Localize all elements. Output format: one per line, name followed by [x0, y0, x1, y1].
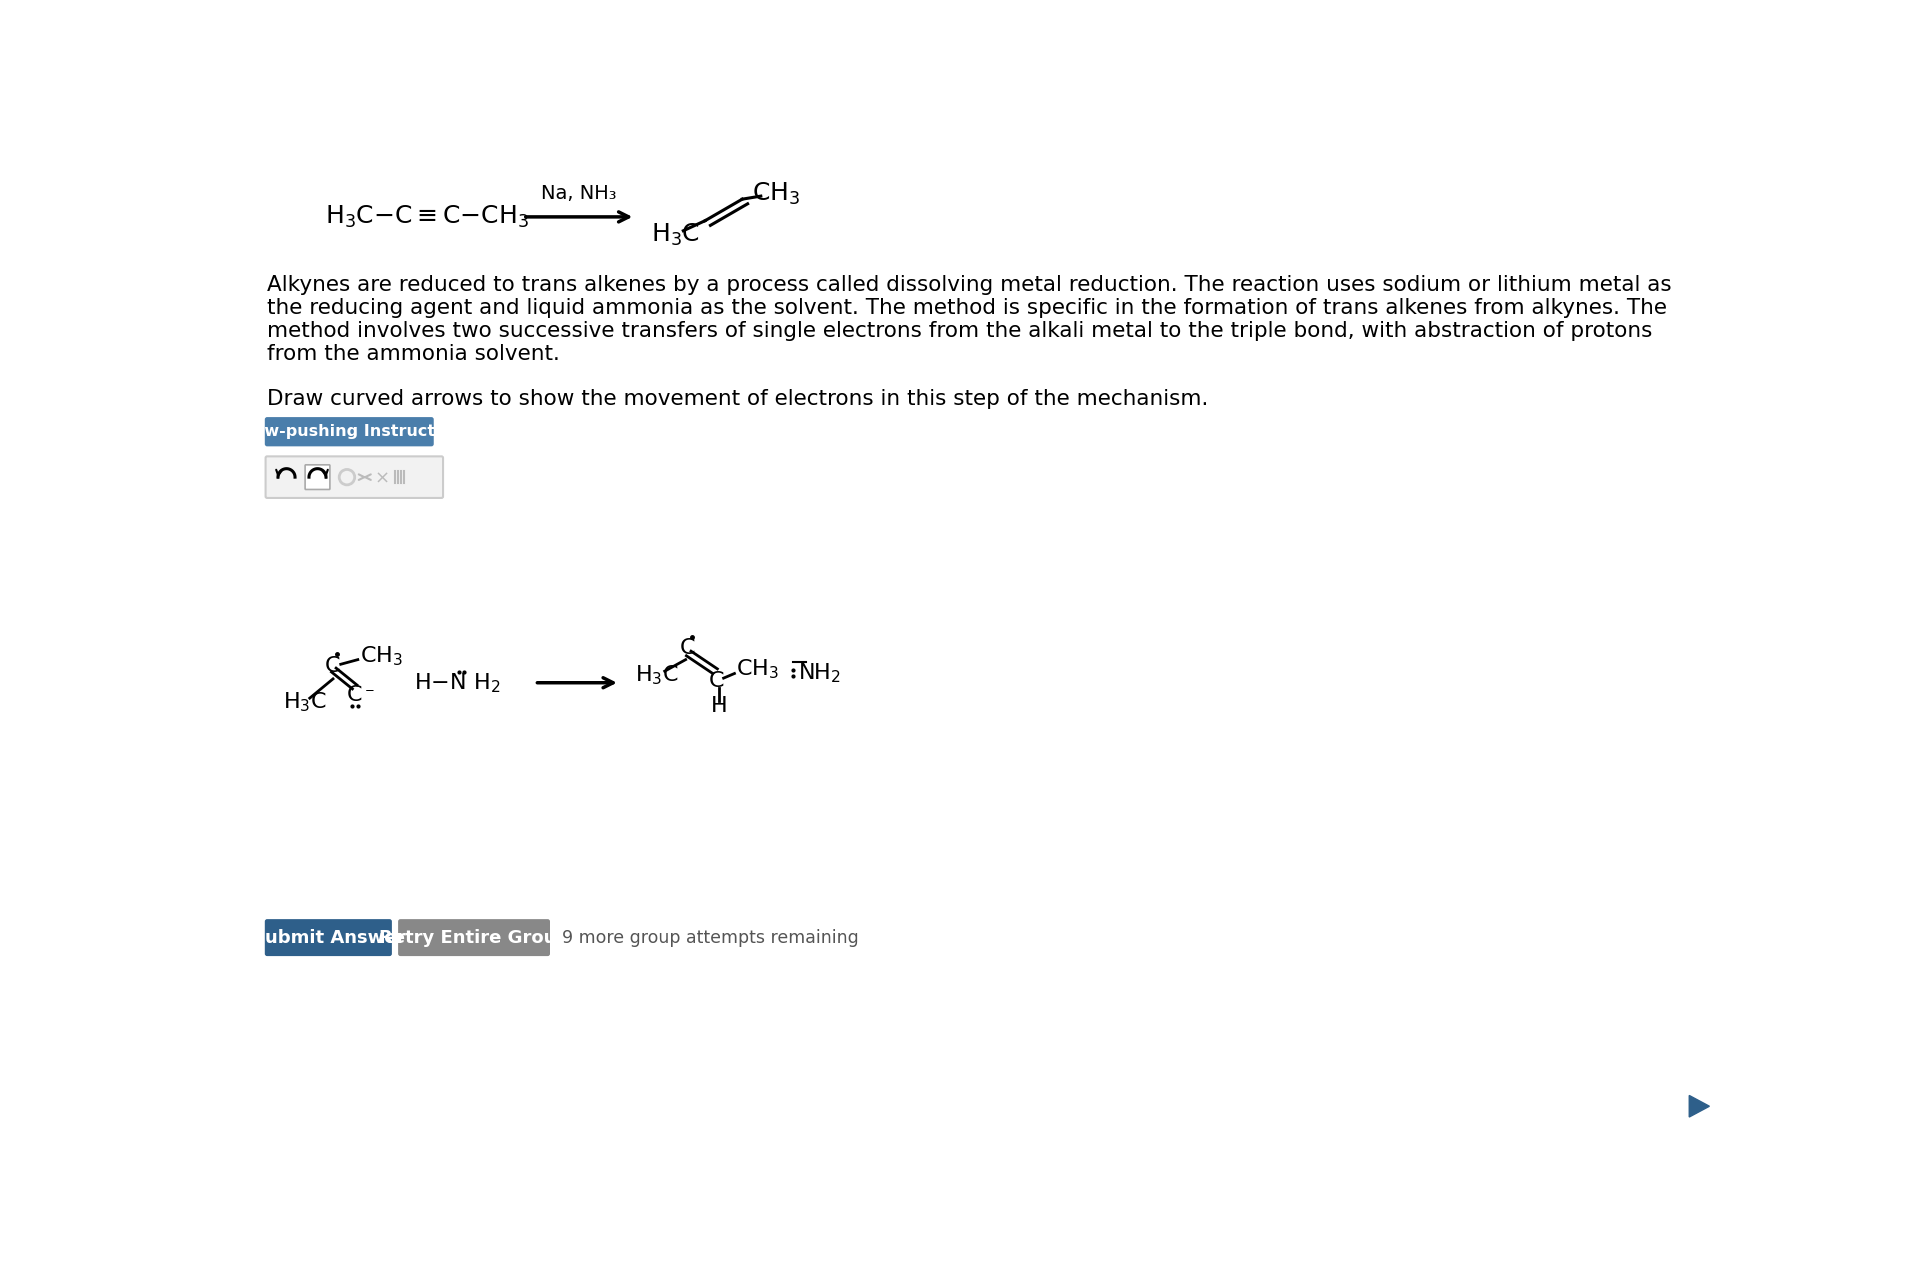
- Text: H$_3$C: H$_3$C: [282, 690, 326, 714]
- Text: method involves two successive transfers of single electrons from the alkali met: method involves two successive transfers…: [267, 321, 1653, 341]
- FancyBboxPatch shape: [397, 919, 549, 957]
- Text: Na, NH₃: Na, NH₃: [541, 184, 616, 203]
- FancyBboxPatch shape: [265, 457, 444, 498]
- Text: C: C: [348, 685, 363, 705]
- Text: CH$_3$: CH$_3$: [735, 658, 780, 681]
- Text: from the ammonia solvent.: from the ammonia solvent.: [267, 345, 561, 363]
- Text: the reducing agent and liquid ammonia as the solvent. The method is specific in : the reducing agent and liquid ammonia as…: [267, 298, 1667, 318]
- Text: H$_3$C$-$C$\equiv$C$-$CH$_3$: H$_3$C$-$C$\equiv$C$-$CH$_3$: [324, 203, 530, 230]
- Text: $\times$: $\times$: [374, 468, 388, 486]
- Text: H$_3$C: H$_3$C: [651, 222, 699, 247]
- Text: CH$_3$: CH$_3$: [751, 180, 801, 207]
- Text: Alkynes are reduced to trans alkenes by a process called dissolving metal reduct: Alkynes are reduced to trans alkenes by …: [267, 275, 1672, 294]
- FancyBboxPatch shape: [265, 416, 434, 447]
- Text: Arrow-pushing Instructions: Arrow-pushing Instructions: [225, 424, 472, 439]
- Text: NH$_2$: NH$_2$: [799, 661, 841, 685]
- Text: H: H: [710, 695, 728, 716]
- Text: 9 more group attempts remaining: 9 more group attempts remaining: [563, 929, 858, 946]
- FancyBboxPatch shape: [305, 464, 330, 490]
- Polygon shape: [1690, 1095, 1709, 1117]
- Text: H$_3$C: H$_3$C: [636, 664, 680, 687]
- Text: C: C: [324, 656, 340, 675]
- Text: C: C: [680, 639, 695, 658]
- Text: $^-$: $^-$: [363, 687, 376, 704]
- Text: H$-$N H$_2$: H$-$N H$_2$: [415, 671, 499, 694]
- Text: C: C: [708, 671, 724, 692]
- Text: CH$_3$: CH$_3$: [361, 644, 403, 668]
- Text: Submit Answer: Submit Answer: [252, 929, 405, 946]
- Text: Draw curved arrows to show the movement of electrons in this step of the mechani: Draw curved arrows to show the movement …: [267, 389, 1208, 409]
- Text: Retry Entire Group: Retry Entire Group: [378, 929, 568, 946]
- FancyBboxPatch shape: [265, 919, 392, 957]
